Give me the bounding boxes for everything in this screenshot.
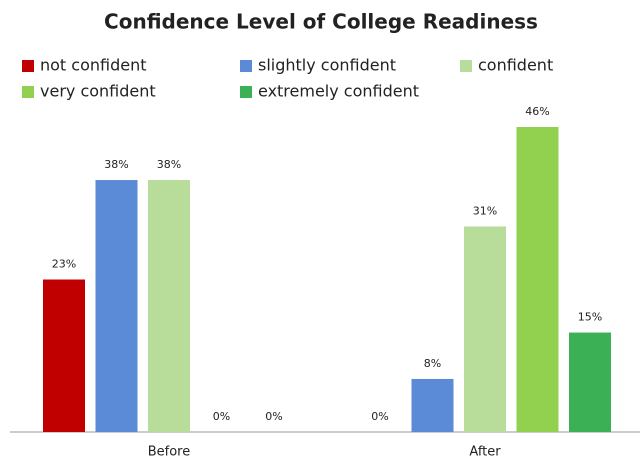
legend-label: not confident [40,56,147,75]
data-label: 0% [265,410,282,423]
bar [411,378,454,432]
data-label: 31% [473,204,497,217]
bar [516,127,559,432]
legend-label: confident [478,56,553,75]
data-label: 23% [52,258,76,271]
data-label: 8% [424,357,441,370]
legend-swatch [460,60,472,72]
bar [464,226,506,432]
bar [95,180,138,432]
legend-swatch [22,60,34,72]
legend-swatch [22,86,34,98]
chart-title: Confidence Level of College Readiness [104,10,538,34]
legend-label: slightly confident [258,56,396,75]
x-tick-label: After [469,445,501,460]
bar [43,279,85,432]
data-label: 0% [213,410,230,423]
data-label: 38% [157,158,181,171]
legend-swatch [240,86,252,98]
data-label: 0% [371,410,388,423]
legend-swatch [240,60,252,72]
legend-label: extremely confident [258,82,419,101]
data-label: 15% [578,311,602,324]
legend-label: very confident [40,82,156,101]
bar [569,332,611,432]
data-label: 38% [104,158,128,171]
bar [148,180,190,432]
data-label: 46% [525,105,549,118]
x-tick-label: Before [148,445,191,460]
